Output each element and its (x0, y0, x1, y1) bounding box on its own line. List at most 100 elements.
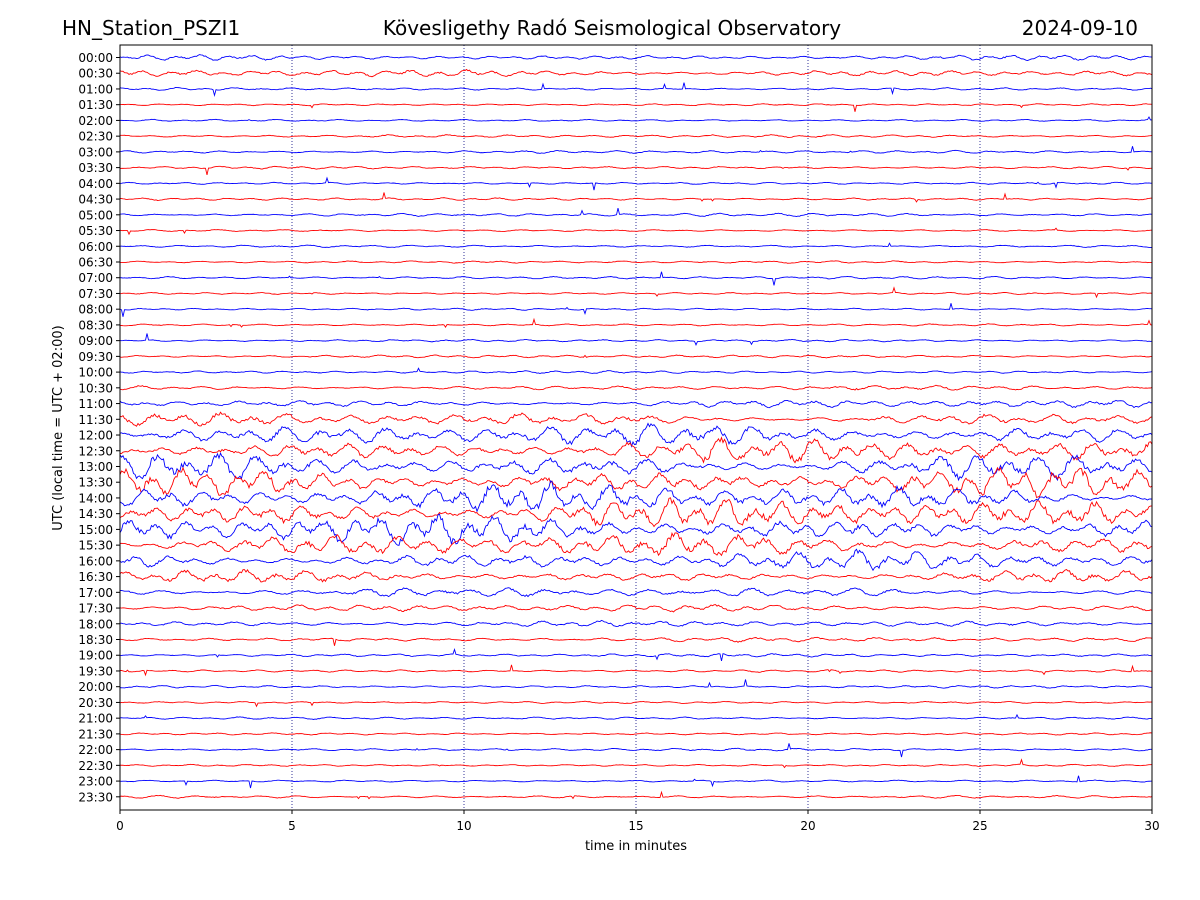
trace-row-1430 (119, 497, 1153, 528)
trace-row-0530 (119, 227, 1153, 236)
trace-row-2300 (119, 775, 1153, 789)
trace-row-0730 (119, 286, 1153, 299)
trace-group (119, 54, 1153, 800)
trace-row-2130 (119, 732, 1153, 736)
trace-row-0330 (119, 165, 1153, 176)
trace-row-0300 (119, 146, 1153, 154)
row-label: 20:00 (78, 680, 113, 694)
row-label: 06:00 (78, 240, 113, 254)
trace-row-1830 (119, 636, 1153, 646)
trace-row-1730 (119, 604, 1153, 613)
row-label: 04:30 (78, 193, 113, 207)
row-label: 16:00 (78, 554, 113, 568)
trace-row-1800 (119, 619, 1153, 628)
trace-row-1100 (119, 399, 1153, 409)
x-tick-label: 10 (456, 819, 471, 833)
row-label: 10:30 (78, 381, 113, 395)
trace-row-0200 (119, 116, 1153, 122)
row-label: 09:30 (78, 350, 113, 364)
plot-frame (119, 44, 1153, 811)
y-axis-label: UTC (local time = UTC + 02:00) (51, 325, 66, 530)
trace-row-0000 (119, 54, 1153, 62)
trace-row-0800 (119, 303, 1153, 317)
row-label: 19:00 (78, 649, 113, 663)
row-label: 08:30 (78, 318, 113, 332)
trace-row-1330 (119, 466, 1153, 499)
trace-row-0630 (119, 260, 1153, 264)
x-axis-ticks: 0 5 10 15 20 25 30 (116, 810, 1160, 833)
trace-row-0430 (119, 192, 1153, 203)
row-label: 09:00 (78, 334, 113, 348)
row-label: 10:00 (78, 366, 113, 380)
row-label: 14:30 (78, 507, 113, 521)
trace-row-1700 (119, 587, 1153, 598)
trace-row-1530 (119, 531, 1153, 557)
trace-row-1030 (119, 384, 1153, 391)
x-tick-label: 20 (800, 819, 815, 833)
x-tick-label: 5 (288, 819, 296, 833)
trace-row-0100 (119, 82, 1153, 98)
row-label: 02:30 (78, 130, 113, 144)
row-label: 21:00 (78, 712, 113, 726)
trace-row-1200 (119, 422, 1153, 448)
row-label: 23:00 (78, 775, 113, 789)
row-label: 22:30 (78, 759, 113, 773)
date-title: 2024-09-10 (1022, 16, 1138, 40)
observatory-title: Kövesligethy Radó Seismological Observat… (383, 16, 841, 40)
row-label: 05:30 (78, 224, 113, 238)
trace-row-1930 (119, 664, 1153, 677)
row-label: 17:30 (78, 602, 113, 616)
row-label: 12:30 (78, 444, 113, 458)
row-label: 00:00 (78, 51, 113, 65)
row-label: 17:00 (78, 586, 113, 600)
trace-row-1130 (119, 411, 1153, 427)
trace-row-2100 (119, 713, 1153, 720)
row-label: 15:00 (78, 523, 113, 537)
trace-row-0030 (119, 68, 1153, 78)
row-label: 08:00 (78, 303, 113, 317)
station-title: HN_Station_PSZI1 (62, 16, 240, 40)
trace-row-2200 (119, 743, 1153, 758)
row-label: 14:00 (78, 491, 113, 505)
trace-row-0930 (119, 354, 1152, 359)
trace-row-0130 (119, 103, 1153, 112)
trace-row-2230 (119, 758, 1153, 769)
trace-row-2330 (119, 790, 1153, 800)
row-label: 02:00 (78, 114, 113, 128)
row-label: 07:00 (78, 271, 113, 285)
row-label: 18:30 (78, 633, 113, 647)
row-label: 04:00 (78, 177, 113, 191)
row-label: 11:30 (78, 413, 113, 427)
row-label: 16:30 (78, 570, 113, 584)
row-label: 00:30 (78, 67, 113, 81)
row-label: 13:00 (78, 460, 113, 474)
x-axis-label: time in minutes (585, 839, 687, 854)
trace-row-0230 (119, 134, 1153, 138)
row-label: 22:00 (78, 743, 113, 757)
row-label: 12:00 (78, 429, 113, 443)
row-label: 13:30 (78, 476, 113, 490)
x-tick-label: 15 (628, 819, 643, 833)
trace-row-0500 (119, 207, 1153, 218)
trace-row-1300 (119, 452, 1153, 482)
trace-row-0400 (119, 176, 1153, 191)
trace-row-1600 (119, 548, 1153, 572)
row-label: 20:30 (78, 696, 113, 710)
x-tick-label: 25 (972, 819, 987, 833)
row-label: 18:00 (78, 617, 113, 631)
trace-row-0600 (119, 242, 1153, 248)
row-label: 21:30 (78, 727, 113, 741)
trace-row-0700 (119, 271, 1153, 286)
row-label: 07:30 (78, 287, 113, 301)
row-label: 11:00 (78, 397, 113, 411)
row-label: 23:30 (78, 790, 113, 804)
x-tick-label: 30 (1144, 819, 1159, 833)
row-label: 15:30 (78, 539, 113, 553)
trace-row-2030 (119, 700, 1153, 708)
row-label: 05:00 (78, 208, 113, 222)
trace-row-1400 (119, 480, 1153, 513)
trace-row-2000 (119, 679, 1152, 689)
trace-row-0900 (119, 333, 1153, 346)
